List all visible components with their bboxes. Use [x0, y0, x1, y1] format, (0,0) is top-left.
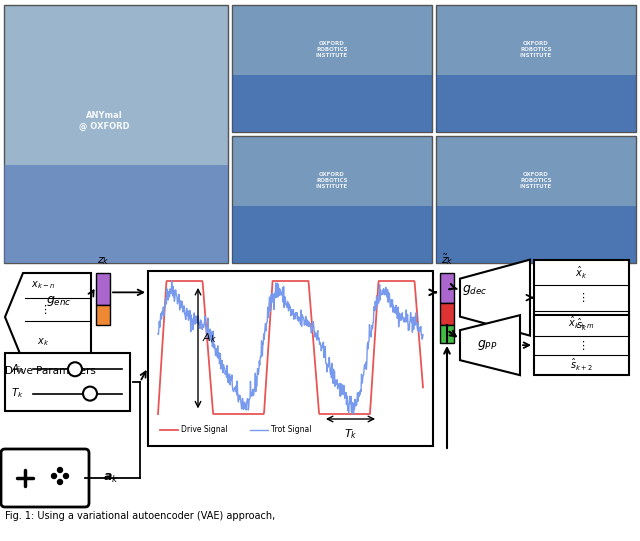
- FancyBboxPatch shape: [232, 206, 432, 263]
- FancyBboxPatch shape: [232, 5, 432, 132]
- FancyBboxPatch shape: [440, 325, 454, 343]
- Text: $z_k$: $z_k$: [97, 255, 109, 267]
- Polygon shape: [460, 260, 530, 335]
- Text: $\vdots$: $\vdots$: [577, 339, 586, 352]
- Text: $T_k$: $T_k$: [11, 387, 24, 400]
- Text: $\hat{x}_k$: $\hat{x}_k$: [575, 265, 588, 281]
- FancyBboxPatch shape: [4, 5, 228, 263]
- Text: $\vdots$: $\vdots$: [39, 303, 47, 316]
- FancyBboxPatch shape: [4, 165, 228, 263]
- Text: Fig. 1: Using a variational autoencoder (VAE) approach,: Fig. 1: Using a variational autoencoder …: [5, 511, 275, 521]
- Circle shape: [58, 467, 63, 472]
- Text: $g_{dec}$: $g_{dec}$: [462, 282, 488, 296]
- FancyBboxPatch shape: [1, 449, 89, 507]
- FancyBboxPatch shape: [534, 260, 629, 335]
- FancyBboxPatch shape: [436, 5, 636, 132]
- Polygon shape: [5, 273, 91, 361]
- Circle shape: [58, 479, 63, 485]
- Circle shape: [63, 473, 68, 478]
- FancyBboxPatch shape: [440, 273, 454, 303]
- Text: OXFORD
ROBOTICS
INSTITUTE: OXFORD ROBOTICS INSTITUTE: [520, 41, 552, 58]
- Text: OXFORD
ROBOTICS
INSTITUTE: OXFORD ROBOTICS INSTITUTE: [316, 41, 348, 58]
- Text: Drive Signal: Drive Signal: [181, 426, 228, 434]
- Text: $\hat{s}_{k+2}$: $\hat{s}_{k+2}$: [570, 357, 593, 373]
- Text: $g_{enc}$: $g_{enc}$: [45, 294, 71, 308]
- Text: $A_k$: $A_k$: [11, 362, 25, 376]
- Text: OXFORD
ROBOTICS
INSTITUTE: OXFORD ROBOTICS INSTITUTE: [520, 172, 552, 189]
- Text: ANYmal
@ OXFORD: ANYmal @ OXFORD: [79, 111, 130, 131]
- FancyBboxPatch shape: [436, 136, 636, 263]
- FancyBboxPatch shape: [96, 305, 110, 325]
- Text: $\tilde{z}_k$: $\tilde{z}_k$: [440, 252, 453, 267]
- FancyBboxPatch shape: [534, 315, 629, 375]
- Circle shape: [83, 387, 97, 400]
- Text: $\vdots$: $\vdots$: [577, 291, 586, 304]
- Text: OXFORD
ROBOTICS
INSTITUTE: OXFORD ROBOTICS INSTITUTE: [316, 172, 348, 189]
- Text: $x_k$: $x_k$: [37, 336, 49, 347]
- Circle shape: [68, 362, 82, 376]
- Text: $T_k$: $T_k$: [344, 427, 357, 441]
- FancyBboxPatch shape: [96, 273, 110, 305]
- Text: $A_k$: $A_k$: [202, 331, 217, 345]
- FancyBboxPatch shape: [440, 303, 454, 325]
- Text: $g_{PP}$: $g_{PP}$: [477, 338, 497, 352]
- FancyBboxPatch shape: [148, 271, 433, 446]
- FancyBboxPatch shape: [436, 75, 636, 132]
- Text: Drive Parameters: Drive Parameters: [5, 366, 96, 376]
- Text: $\boldsymbol{a}_k$: $\boldsymbol{a}_k$: [103, 471, 119, 485]
- FancyBboxPatch shape: [436, 206, 636, 263]
- Text: $\hat{x}_{k+m}$: $\hat{x}_{k+m}$: [568, 315, 595, 331]
- Text: $\hat{s}_k$: $\hat{s}_k$: [576, 318, 587, 333]
- Text: $x_{k-n}$: $x_{k-n}$: [31, 279, 55, 291]
- Text: Trot Signal: Trot Signal: [271, 426, 312, 434]
- Polygon shape: [460, 315, 520, 375]
- FancyBboxPatch shape: [232, 75, 432, 132]
- Circle shape: [51, 473, 56, 478]
- FancyBboxPatch shape: [232, 136, 432, 263]
- FancyBboxPatch shape: [5, 353, 130, 411]
